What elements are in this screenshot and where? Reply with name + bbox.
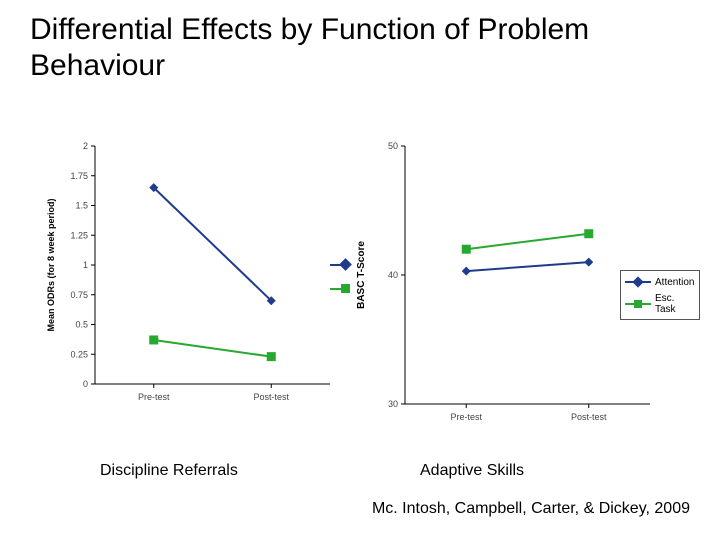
chart-discipline-referrals: 0 0.25 0.5 0.75 1 1.25 1.5 1.75 2 Pre-test Post-te… [40,140,340,420]
slide-root: Differential Effects by Function of Prob… [0,0,720,540]
chart-right-svg: 30 40 50 Pre-test Post-test BASC T-Score [350,140,660,440]
svg-text:30: 30 [388,399,398,409]
square-icon [341,284,350,293]
svg-text:0.75: 0.75 [70,290,88,300]
svg-text:Post-test: Post-test [253,392,289,402]
svg-text:1.75: 1.75 [70,171,88,181]
svg-text:0.5: 0.5 [75,320,88,330]
legend-label: Esc. Task [655,293,695,315]
svg-text:Pre-test: Pre-test [138,392,170,402]
legend-swatch-attention [625,276,651,288]
chart-legend: Attention Esc. Task [620,270,700,320]
legend-item-esc-task: Esc. Task [621,293,699,315]
chart-adaptive-skills: 30 40 50 Pre-test Post-test BASC T-Score [350,140,660,440]
svg-text:50: 50 [388,141,398,151]
legend-swatch-esc-task [625,298,651,310]
slide-title: Differential Effects by Function of Prob… [30,12,690,84]
svg-text:BASC T-Score: BASC T-Score [356,241,367,309]
svg-text:Post-test: Post-test [571,412,607,422]
svg-text:1: 1 [83,260,88,270]
chart-subtitle-left: Discipline Referrals [100,462,238,480]
svg-text:1.5: 1.5 [75,201,88,211]
chart-left-svg: 0 0.25 0.5 0.75 1 1.25 1.5 1.75 2 Pre-test Post-te… [40,140,340,420]
citation-text: Mc. Intosh, Campbell, Carter, & Dickey, … [372,500,690,518]
square-icon [634,300,642,308]
legend-label: Attention [655,277,694,288]
svg-text:0: 0 [83,379,88,389]
legend-item-attention: Attention [621,271,699,293]
diamond-icon [632,276,643,287]
svg-text:1.25: 1.25 [70,230,88,240]
svg-text:40: 40 [388,270,398,280]
svg-text:Pre-test: Pre-test [450,412,482,422]
chart-subtitle-right: Adaptive Skills [420,462,524,480]
svg-text:2: 2 [83,141,88,151]
svg-text:0.25: 0.25 [70,349,88,359]
svg-text:Mean ODRs (for 8 week period): Mean ODRs (for 8 week period) [46,198,56,331]
